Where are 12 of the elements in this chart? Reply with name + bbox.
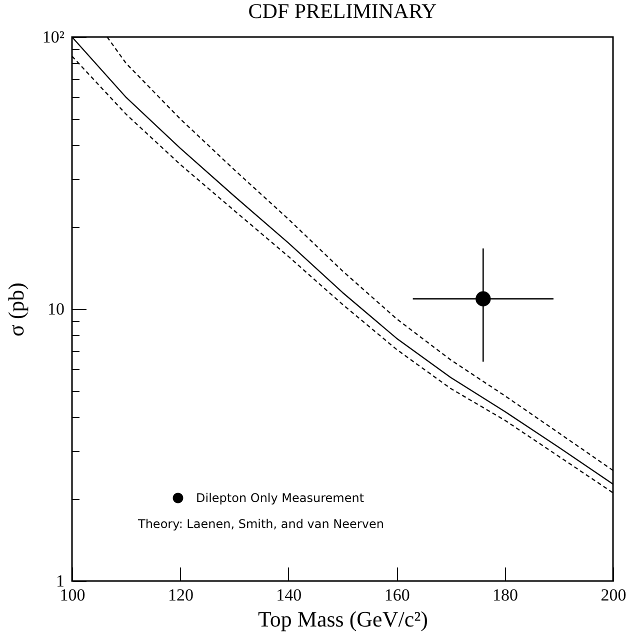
- annotation: Theory: Laenen, Smith, and van Neerven: [137, 517, 384, 531]
- x-tick-label: 140: [276, 586, 302, 604]
- x-tick-label: 120: [168, 586, 194, 604]
- y-tick-label: 10: [48, 300, 64, 318]
- y-tick-label: 10²: [42, 28, 64, 46]
- legend-label: Dilepton Only Measurement: [196, 491, 364, 505]
- x-tick-label: 200: [600, 586, 626, 604]
- y-axis-title: σ (pb): [3, 282, 28, 337]
- x-tick-label: 160: [384, 586, 410, 604]
- x-tick-label: 180: [492, 586, 518, 604]
- x-axis-title: Top Mass (GeV/c²): [258, 606, 428, 632]
- chart-title: CDF PRELIMINARY: [248, 0, 437, 23]
